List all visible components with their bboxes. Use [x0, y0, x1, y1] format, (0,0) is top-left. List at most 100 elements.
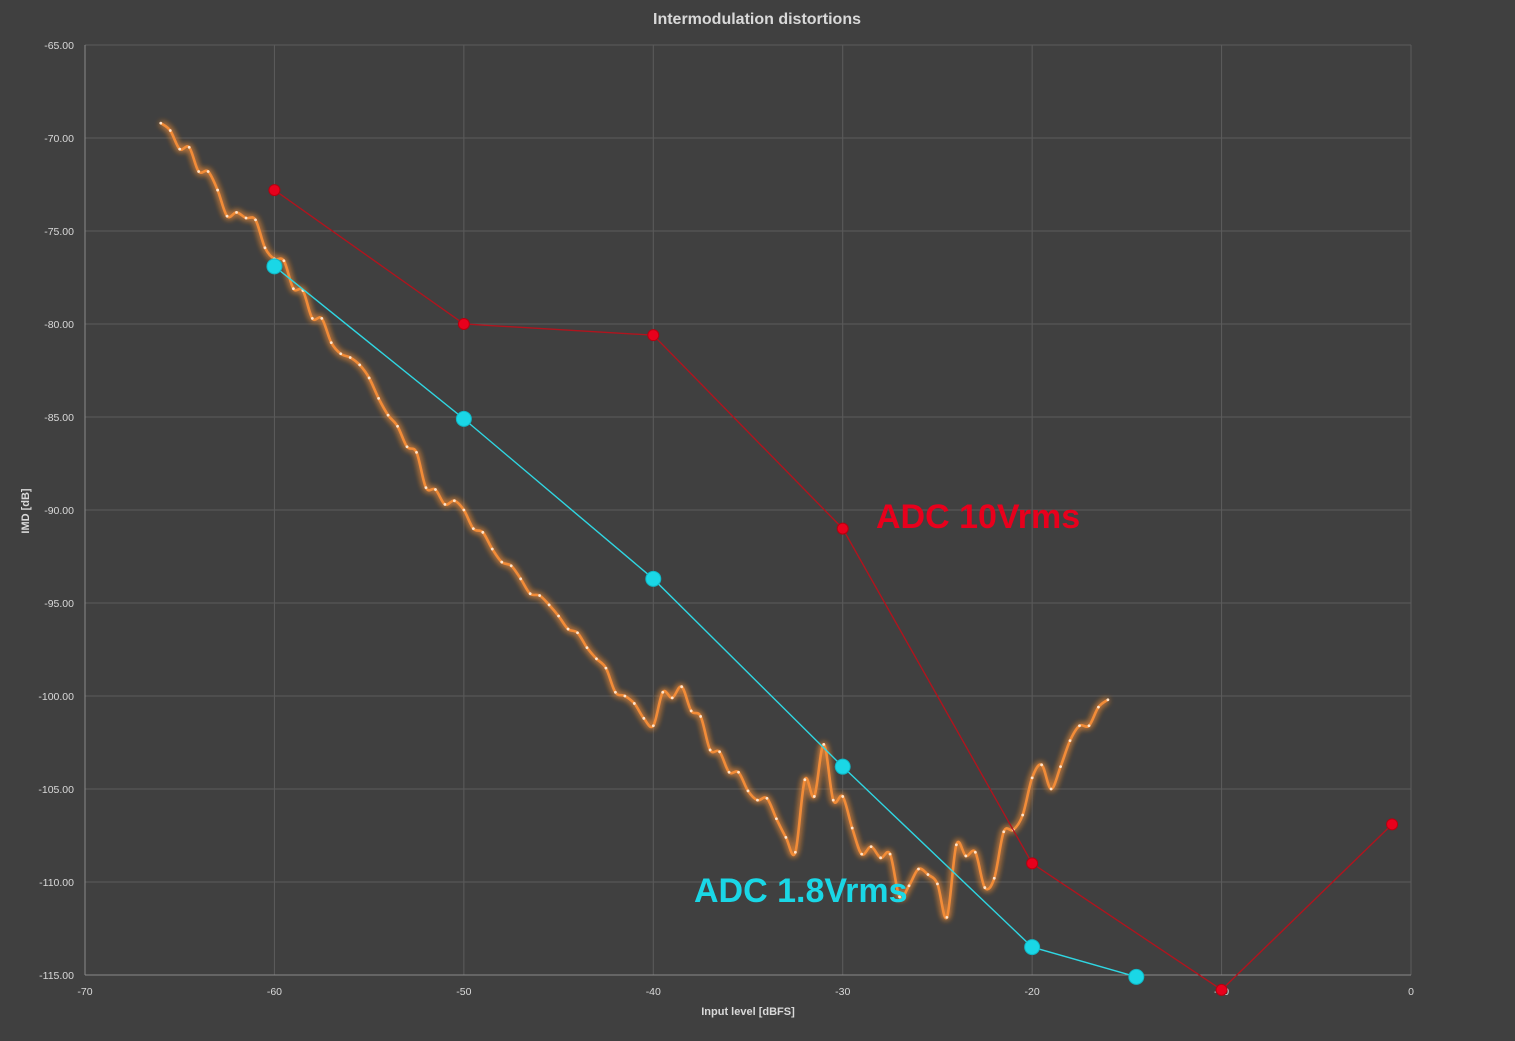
- data-point: [737, 770, 740, 774]
- data-point: [1049, 787, 1053, 791]
- y-tick-label: -95.00: [44, 598, 74, 610]
- data-point: [310, 317, 314, 320]
- data-point: [836, 522, 849, 535]
- data-point: [455, 410, 472, 427]
- data-point: [645, 570, 662, 587]
- data-point: [386, 413, 390, 417]
- data-point: [490, 547, 494, 551]
- data-point: [320, 317, 324, 320]
- data-point: [1386, 818, 1399, 831]
- data-point: [623, 694, 627, 698]
- data-point: [187, 145, 191, 149]
- data-point: [405, 445, 409, 449]
- data-point: [415, 450, 418, 454]
- data-point: [1128, 968, 1145, 985]
- data-point: [481, 530, 485, 534]
- data-point: [1040, 763, 1044, 767]
- data-point: [216, 188, 220, 192]
- data-point: [917, 867, 920, 871]
- data-point: [519, 577, 523, 581]
- data-point: [992, 876, 996, 880]
- series-line: [274, 189, 1393, 991]
- data-point: [471, 527, 475, 530]
- data-point: [500, 560, 504, 564]
- data-point: [647, 329, 660, 342]
- data-point: [254, 218, 257, 222]
- data-point: [718, 750, 721, 754]
- data-point: [727, 770, 731, 774]
- data-point: [339, 352, 343, 356]
- data-point: [614, 690, 617, 694]
- data-point: [235, 211, 238, 214]
- data-point: [566, 627, 570, 631]
- data-point: [604, 666, 608, 670]
- data-point: [1215, 983, 1228, 996]
- data-point: [632, 702, 636, 705]
- y-tick-label: -80.00: [44, 319, 74, 331]
- data-point: [936, 882, 939, 886]
- axes: -65.00 -70.00 -75.00 -80.00 -85.00 -90.00 -95.…: [38, 40, 1414, 998]
- series-layer: [159, 121, 1399, 996]
- y-tick-label: -100.00: [38, 691, 74, 703]
- data-point: [268, 184, 281, 197]
- series-0: [159, 121, 1110, 920]
- data-point: [377, 397, 381, 400]
- data-point: [206, 170, 210, 173]
- data-point: [670, 696, 674, 700]
- data-point: [1087, 724, 1091, 728]
- data-point: [775, 817, 778, 821]
- data-point: [367, 376, 371, 380]
- data-point: [348, 356, 352, 359]
- data-point: [547, 603, 551, 607]
- data-point: [291, 287, 295, 291]
- data-point: [178, 147, 182, 151]
- data-point: [225, 214, 229, 218]
- data-point: [661, 690, 665, 694]
- data-point: [651, 724, 655, 728]
- chart-title: Intermodulation distortions: [653, 11, 861, 28]
- data-point: [699, 715, 703, 718]
- x-axis-title: Input level [dBFS]: [701, 1006, 795, 1018]
- data-point: [680, 685, 684, 689]
- data-point: [822, 742, 826, 746]
- y-tick-label: -70.00: [44, 133, 74, 145]
- data-point: [1026, 857, 1039, 870]
- data-point: [964, 854, 968, 858]
- data-point: [784, 835, 788, 839]
- data-point: [595, 657, 598, 661]
- x-tick-label: -70: [77, 986, 92, 998]
- x-tick-label: -40: [646, 986, 661, 998]
- data-point: [983, 886, 987, 889]
- data-point: [424, 486, 428, 490]
- data-point: [879, 856, 882, 860]
- data-point: [954, 843, 958, 847]
- data-point: [926, 873, 930, 876]
- data-point: [576, 631, 579, 635]
- data-point: [765, 796, 769, 800]
- series-2: [266, 258, 1145, 985]
- data-point: [1078, 724, 1081, 728]
- series-line: [273, 265, 1137, 978]
- data-point: [266, 258, 283, 275]
- y-tick-label: -85.00: [44, 412, 74, 424]
- data-point: [756, 798, 759, 802]
- data-point: [263, 246, 267, 250]
- data-point: [869, 845, 873, 849]
- data-point: [168, 129, 172, 132]
- grid: [84, 44, 1412, 976]
- data-point: [945, 915, 949, 919]
- annotation-adc-1-8vrms: ADC 1.8Vrms: [694, 872, 908, 910]
- data-point: [793, 850, 797, 854]
- data-point: [1059, 765, 1062, 769]
- data-point: [197, 170, 201, 173]
- y-tick-label: -105.00: [38, 784, 74, 796]
- y-axis-title: IMD [dB]: [20, 488, 32, 534]
- y-tick-label: -115.00: [39, 970, 74, 982]
- data-point: [434, 488, 437, 491]
- data-point: [462, 508, 466, 512]
- data-point: [159, 121, 163, 125]
- x-tick-label: -20: [1025, 986, 1040, 998]
- x-tick-label: 0: [1408, 986, 1414, 998]
